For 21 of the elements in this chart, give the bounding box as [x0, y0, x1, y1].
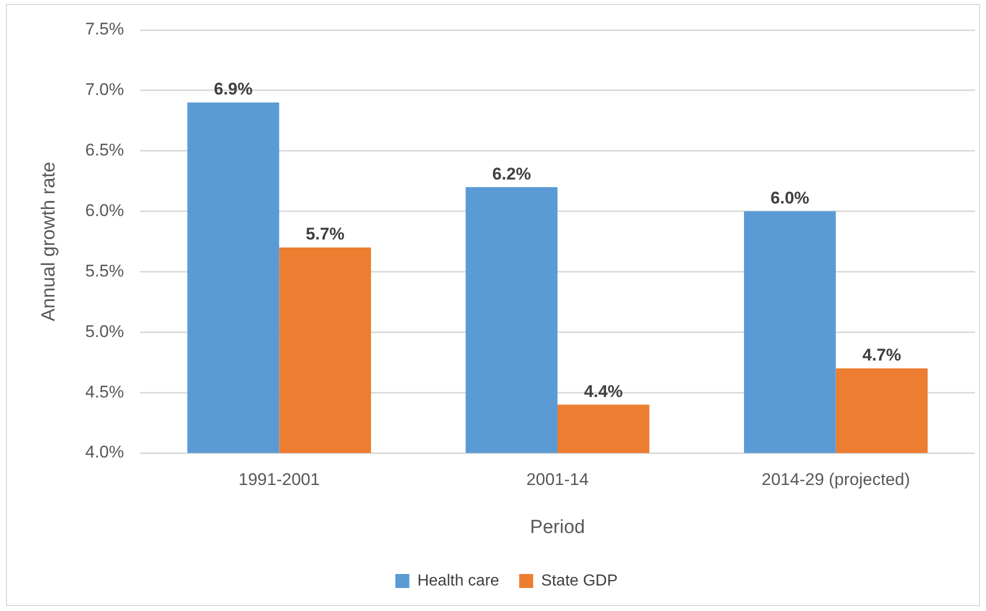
y-tick-label: 7.5%	[85, 20, 124, 39]
data-label: 6.0%	[770, 188, 810, 208]
x-tick-label: 1991-2001	[238, 470, 320, 489]
data-label: 4.7%	[862, 346, 902, 365]
y-tick-label: 6.5%	[85, 140, 124, 160]
y-tick-label: 4.0%	[85, 442, 124, 462]
y-tick-label: 4.5%	[85, 382, 124, 402]
y-tick-label: 5.0%	[85, 322, 124, 341]
y-axis-title: Annual growth rate	[38, 162, 60, 322]
data-label: 6.9%	[214, 80, 253, 99]
data-label: 6.2%	[492, 164, 531, 184]
y-tick-label: 6.0%	[85, 200, 124, 220]
y-tick-label: 7.0%	[85, 80, 124, 100]
y-tick-label: 5.5%	[85, 261, 124, 280]
data-label: 4.4%	[584, 382, 623, 401]
legend-label: Health care	[417, 572, 500, 590]
data-label: 5.7%	[306, 224, 344, 244]
x-tick-label: 2001-14	[526, 470, 589, 489]
legend-label: State GDP	[541, 572, 618, 590]
x-axis-title: Period	[530, 516, 585, 538]
x-tick-label: 2014-29 (projected)	[762, 470, 910, 489]
